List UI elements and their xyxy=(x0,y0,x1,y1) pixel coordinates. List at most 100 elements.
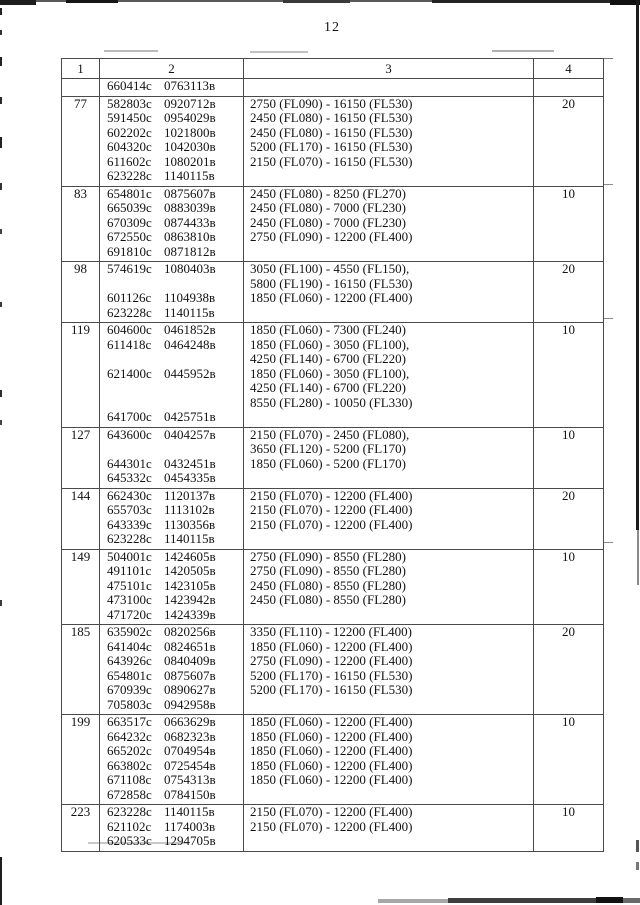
row-number: 83 xyxy=(61,185,100,262)
coordinate-line: 621400с 0445952в xyxy=(100,367,243,382)
scan-mark xyxy=(636,840,639,852)
latitude: 705803с xyxy=(107,697,152,712)
coordinate-line: 623228с 1140115в xyxy=(100,169,243,184)
longitude: 1140115в xyxy=(164,169,215,183)
coordinates-cell: 582803с 0920712в 591450с 0954029в 602202с 102… xyxy=(99,95,244,187)
latitude: 654801с xyxy=(107,668,152,683)
coordinate-line: 645332с 0454335в xyxy=(100,471,243,486)
longitude: 0863810в xyxy=(164,230,216,244)
latitude: 620533с xyxy=(107,834,152,848)
level-range-line: 2450 (FL080) - 8550 (FL280) xyxy=(250,593,406,607)
coordinate-line: 643926с 0840409в xyxy=(100,654,243,669)
coordinate-line: 623228с 1140115в xyxy=(100,306,243,321)
count-cell: 10 xyxy=(533,185,604,262)
coordinate-line: 641404с 0824651в xyxy=(100,640,243,655)
level-range-line: 2450 (FL080) - 8550 (FL280) xyxy=(250,578,406,593)
coordinates-cell: 604600с 0461852в 611418с 0464248в 621400с 04… xyxy=(99,322,244,428)
longitude: 0954029в xyxy=(164,111,216,125)
latitude: 663517с xyxy=(107,715,152,729)
row-number: 185 xyxy=(61,624,100,715)
scan-edge-left xyxy=(0,8,2,15)
row-number: 199 xyxy=(61,714,100,805)
longitude: 0883039в xyxy=(164,201,216,215)
coordinates-cell: 635902с 0820256в 641404с 0824651в 643926с 084… xyxy=(99,624,244,715)
coordinate-line: 672858с 0784150в xyxy=(100,788,243,803)
longitude: 1080201в xyxy=(164,154,216,169)
table-header-row: 1 2 3 4 xyxy=(61,58,604,79)
level-range-line: 2750 (FL090) - 16150 (FL530) xyxy=(250,96,413,111)
row-number: 98 xyxy=(61,261,100,323)
scan-edge-right xyxy=(637,530,639,585)
table-row: 144 662430с 1120137в 655703с 1113102в 643339с… xyxy=(61,487,604,550)
latitude: 654801с xyxy=(107,186,152,201)
table-row: 83 654801с 0875607в 665039с 0883039в 670309с 0… xyxy=(61,185,604,262)
scan-edge-bottom xyxy=(596,897,623,903)
page-number: 12 xyxy=(324,20,340,35)
coordinate-line: 574619с 1080403в xyxy=(100,262,243,277)
count-cell: 20 xyxy=(533,261,604,323)
longitude: 1021800в xyxy=(164,125,216,140)
levels-cell: 1850 (FL060) - 7300 (FL240) 1850 (FL060) … xyxy=(243,322,534,428)
coordinate-line: 641700с 0425751в xyxy=(100,410,243,425)
level-range-line: 2150 (FL070) - 12200 (FL400) xyxy=(250,819,413,834)
coordinate-line: 672550с 0863810в xyxy=(100,230,243,245)
row-number: 77 xyxy=(61,95,100,187)
scan-edge-bottom xyxy=(378,899,448,903)
levels-cell: 2150 (FL070) - 12200 (FL400) 2150 (FL070)… xyxy=(243,804,534,852)
latitude: 641700с xyxy=(107,410,152,424)
longitude: 0875607в xyxy=(164,186,216,201)
latitude: 623228с xyxy=(107,169,152,183)
levels-cell: 3050 (FL100) - 4550 (FL150), 5800 (FL190)… xyxy=(243,261,534,323)
latitude: 623228с xyxy=(107,532,152,546)
longitude: 1140115в xyxy=(164,305,215,320)
scan-edge-left xyxy=(0,857,2,905)
level-range-line: 1850 (FL060) - 12200 (FL400) xyxy=(250,758,413,773)
coordinate-line: 691810с 0871812в xyxy=(100,245,243,260)
level-range-line: 2750 (FL090) - 12200 (FL400) xyxy=(250,654,413,668)
longitude: 1423942в xyxy=(164,593,216,607)
table-row: 98 574619с 1080403в 601126с 1104938в 623228с… xyxy=(61,261,604,323)
level-range-line: 1850 (FL060) - 12200 (FL400) xyxy=(250,744,413,758)
longitude: 1423105в xyxy=(164,578,216,593)
level-range-line: 5200 (FL170) - 16150 (FL530) xyxy=(250,140,413,154)
latitude: 475101с xyxy=(107,578,152,593)
level-range-line: 5200 (FL170) - 16150 (FL530) xyxy=(250,683,413,697)
scan-edge-left xyxy=(0,600,2,606)
level-range-line xyxy=(244,698,533,713)
coordinate-line: 662430с 1120137в xyxy=(100,489,243,504)
level-range-line: 2150 (FL070) - 2450 (FL080), xyxy=(250,427,410,442)
coordinate-line: 660414с 0763113в xyxy=(100,79,243,94)
levels-cell: 2750 (FL090) - 16150 (FL530) 2450 (FL080)… xyxy=(243,95,534,187)
table-row: 185 635902с 0820256в 641404с 0824651в 643926с… xyxy=(61,624,604,715)
level-range-line: 4250 (FL140) - 6700 (FL220) xyxy=(250,381,406,395)
level-range-line xyxy=(244,608,533,623)
coordinate-line xyxy=(100,381,243,396)
level-range-line: 2750 (FL090) - 8550 (FL280) xyxy=(250,549,406,564)
coordinate-line: 705803с 0942958в xyxy=(100,698,243,713)
latitude: 660414с xyxy=(107,79,152,93)
scan-edge-left xyxy=(0,420,2,425)
scan-mark xyxy=(636,862,639,870)
table-row: 199 663517с 0663629в 664232с 0682323в 665202с… xyxy=(61,714,604,805)
longitude: 0820256в xyxy=(164,625,216,639)
scan-smudge xyxy=(492,50,554,52)
longitude: 1130356в xyxy=(164,517,216,532)
coordinate-line: 654801с 0875607в xyxy=(100,669,243,684)
level-range-line: 4250 (FL140) - 6700 (FL220) xyxy=(250,352,406,366)
longitude: 1113102в xyxy=(164,503,215,517)
coordinate-line xyxy=(100,396,243,411)
level-range-line: 1850 (FL060) - 7300 (FL240) xyxy=(250,323,406,337)
scan-smudge xyxy=(104,50,158,52)
coordinate-line: 504001с 1424605в xyxy=(100,550,243,565)
count-cell: 20 xyxy=(533,95,604,187)
coordinates-cell: 654801с 0875607в 665039с 0883039в 670309с 087… xyxy=(99,185,244,262)
level-range-line: 1850 (FL060) - 12200 (FL400) xyxy=(250,639,413,654)
level-range-line: 2450 (FL080) - 7000 (FL230) xyxy=(250,215,406,230)
longitude: 0461852в xyxy=(164,323,216,337)
levels-cell: 2150 (FL070) - 2450 (FL080), 3650 (FL120)… xyxy=(243,426,534,489)
longitude: 0763113в xyxy=(164,79,216,93)
count-cell: 10 xyxy=(533,548,604,625)
coordinate-line: 582803с 0920712в xyxy=(100,97,243,112)
latitude: 582803с xyxy=(107,96,152,111)
latitude: 691810с xyxy=(107,244,152,259)
